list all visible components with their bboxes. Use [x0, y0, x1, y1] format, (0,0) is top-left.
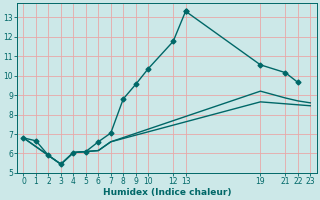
X-axis label: Humidex (Indice chaleur): Humidex (Indice chaleur) [103, 188, 231, 197]
